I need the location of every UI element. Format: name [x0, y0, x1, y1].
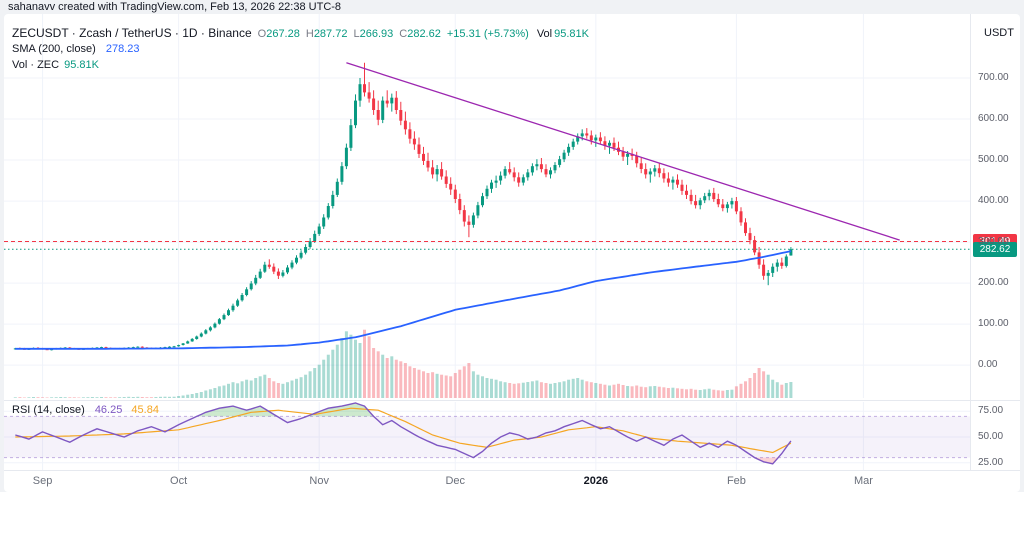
price-tick-label: 600.00	[978, 113, 1009, 125]
ohlc-value: 282.62	[407, 28, 441, 40]
price-tick-label: 100.00	[978, 318, 1009, 330]
ohlc-value: 266.93	[359, 28, 394, 40]
attribution-text: sahanavv created with TradingView.com, F…	[8, 1, 342, 13]
price-tick-label: 500.00	[978, 154, 1009, 166]
ohlc-key: H	[305, 28, 314, 40]
rsi-tick-label: 25.00	[978, 456, 1004, 468]
time-axis-label: Mar	[853, 475, 873, 487]
price-pane[interactable]	[4, 14, 970, 398]
price-tick-label: 300.00	[978, 236, 1009, 248]
currency-label[interactable]: USDT	[984, 27, 1014, 39]
vol-indicator-value: 95.81K	[64, 59, 100, 71]
ohlc-values: O267.28 H287.72 L266.93 C282.62	[252, 26, 441, 40]
price-tick-label: 700.00	[978, 72, 1009, 83]
volume-bars	[13, 329, 793, 398]
footer-strip: TradingView	[0, 492, 1024, 536]
rsi-ma-line	[15, 407, 792, 454]
time-axis-label: 2026	[583, 475, 609, 487]
time-axis-label: Nov	[309, 475, 329, 487]
sma-label: SMA (200, close)	[12, 43, 96, 55]
legend-rsi[interactable]: RSI (14, close) 46.25 45.84	[12, 404, 159, 416]
pane-divider[interactable]	[4, 400, 1020, 401]
sma-line	[15, 250, 792, 350]
ohlc-value: 267.28	[266, 28, 300, 40]
candles-group	[13, 62, 793, 351]
time-axis-label: Oct	[170, 475, 188, 487]
descending-trendline	[346, 62, 900, 241]
volume-value: 95.81K	[554, 28, 589, 40]
ohlc-key: C	[399, 28, 408, 40]
time-axis-label: Dec	[445, 475, 466, 487]
time-axis[interactable]: Sep Oct Nov Dec 2026 Feb Mar	[4, 470, 1020, 492]
rsi-tick-label: 75.00	[978, 405, 1004, 417]
legend-primary: ZECUSDT · Zcash / TetherUS · 1D · Binanc…	[12, 26, 589, 40]
legend-volume-indicator[interactable]: Vol · ZEC 95.81K	[12, 59, 99, 71]
price-tick-label: 400.00	[978, 195, 1009, 207]
rsi-tick-label: 50.00	[978, 431, 1004, 443]
rsi-ma-value: 45.84	[131, 404, 159, 416]
price-tick-label: 0.00	[978, 359, 998, 371]
legend-sma[interactable]: SMA (200, close) 278.23	[12, 43, 139, 55]
volume-label: Vol	[536, 28, 553, 40]
rsi-line	[15, 402, 792, 465]
rsi-value: 46.25	[94, 404, 123, 416]
vol-indicator-label: Vol · ZEC	[12, 59, 60, 71]
price-badge: 282.62	[973, 241, 1017, 257]
time-axis-label: Sep	[32, 475, 53, 487]
price-tick-label: 200.00	[978, 277, 1009, 289]
chart-card: 301.49282.620.00100.00200.00300.00400.00…	[4, 14, 1020, 492]
ohlc-value: 287.72	[313, 28, 348, 40]
time-axis-label: Feb	[726, 475, 746, 487]
price-axis[interactable]: 301.49282.620.00100.00200.00300.00400.00…	[970, 14, 1020, 470]
symbol-title[interactable]: ZECUSDT · Zcash / TetherUS · 1D · Binanc…	[12, 26, 252, 40]
change-value: +15.31 (+5.73%)	[446, 28, 529, 40]
ohlc-key: O	[257, 28, 267, 40]
rsi-pane[interactable]	[4, 402, 970, 470]
rsi-label: RSI (14, close)	[12, 404, 85, 416]
sma-value: 278.23	[105, 43, 140, 55]
ohlc-key: L	[353, 28, 360, 40]
